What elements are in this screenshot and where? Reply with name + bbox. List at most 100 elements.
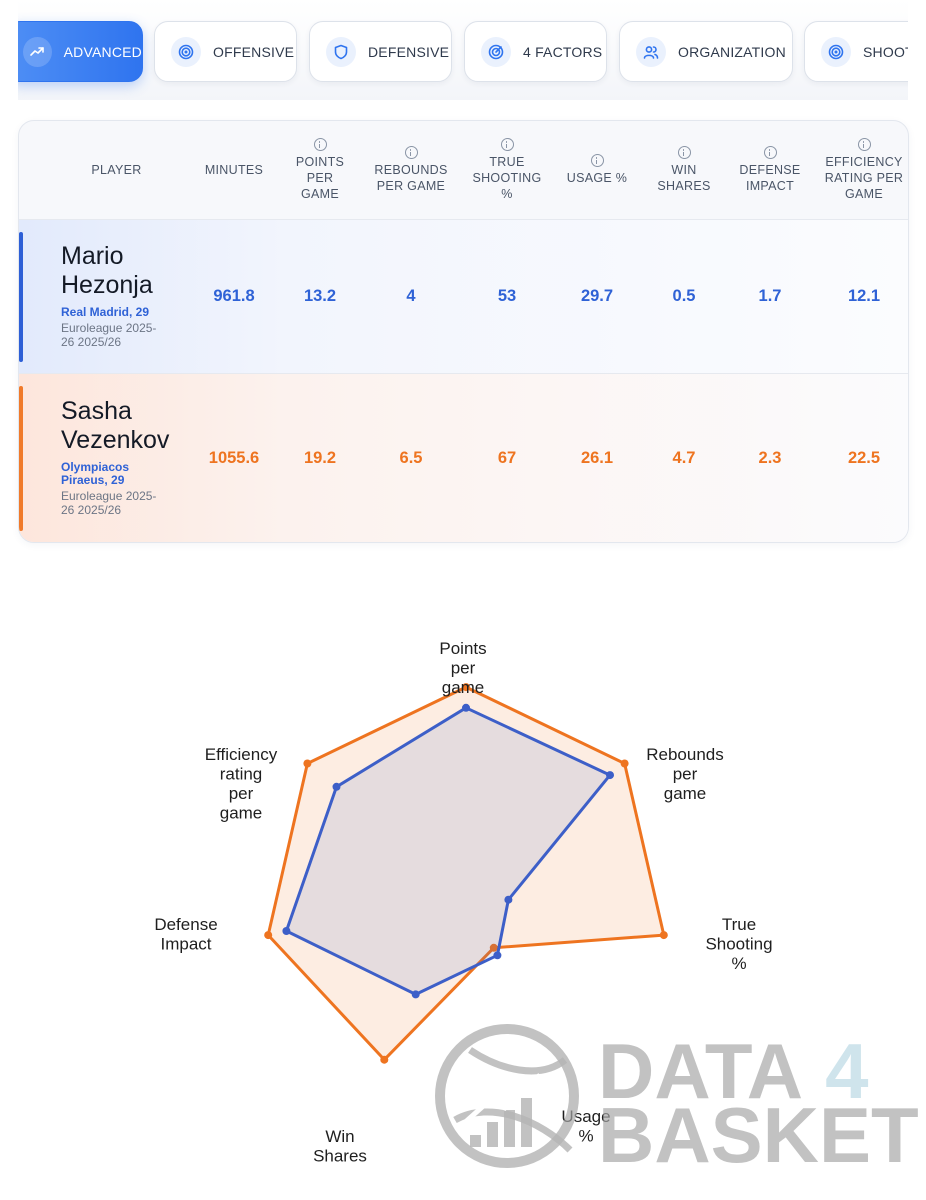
radar-axis-label-line: True <box>722 915 756 934</box>
radar-point[interactable] <box>332 782 341 791</box>
column-header-label: PLAYER <box>91 163 142 177</box>
info-icon[interactable] <box>404 146 418 159</box>
info-icon[interactable] <box>500 138 514 151</box>
column-header-label: GAME <box>844 187 883 201</box>
player-competition: 26 2025/26 <box>61 335 122 349</box>
radar-point[interactable] <box>380 1055 389 1064</box>
radar-point[interactable] <box>462 683 470 692</box>
player-team: Olympiacos <box>61 460 130 474</box>
radar-point[interactable] <box>504 895 513 904</box>
radar-axis-label-line: game <box>664 784 707 803</box>
stat-di: 1.7 <box>758 287 782 305</box>
player-comparison-table: PLAYER MINUTES POINTS PER GAME REBOUNDS PER GA… <box>18 120 909 543</box>
radar-axis-label-line: per <box>673 765 698 784</box>
radar-axis-label-line: Rebounds <box>646 745 724 764</box>
player-competition: 26 2025/26 <box>61 503 122 517</box>
stat-minutes: 1055.6 <box>208 449 260 467</box>
tab-organization[interactable]: ORGANIZATION <box>619 21 793 82</box>
stat-ts: 53 <box>497 287 517 305</box>
radar-point[interactable] <box>659 931 668 940</box>
column-header-ws[interactable]: WIN SHARES <box>636 121 732 219</box>
users-icon <box>636 36 666 67</box>
player-color-bar <box>19 232 23 362</box>
stat-di: 2.3 <box>758 449 782 467</box>
radar-axis-label-line: % <box>578 1127 593 1146</box>
tab-defensive[interactable]: DEFENSIVE <box>309 21 452 82</box>
column-header-ts[interactable]: TRUE SHOOTING% <box>459 121 555 219</box>
radar-axis-label: Win Shares <box>313 1127 367 1166</box>
tab-label: ORGANIZATION <box>678 43 786 60</box>
radar-point[interactable] <box>493 951 502 960</box>
player-team: Piraeus, 29 <box>61 473 125 487</box>
radar-axis-label-line: game <box>220 804 263 823</box>
trending-up-icon <box>23 36 52 67</box>
player-last-name[interactable]: Vezenkov <box>61 426 170 454</box>
radar-axis-label: Efficiency rating per game <box>205 745 278 823</box>
column-header-label: DEFENSE <box>739 163 801 177</box>
tab-4-factors[interactable]: 4 FACTORS <box>464 21 607 82</box>
tab-label: DEFENSIVE <box>368 43 450 60</box>
radar-point[interactable] <box>411 990 420 999</box>
tab-offensive[interactable]: OFFENSIVE <box>154 21 297 82</box>
player-first-name[interactable]: Sasha <box>61 397 132 425</box>
column-header-label: SHARES <box>657 179 711 193</box>
stat-rpg: 4 <box>406 287 416 305</box>
radar-point[interactable] <box>462 703 470 712</box>
table-header: PLAYER MINUTES POINTS PER GAME REBOUNDS PER GA… <box>19 121 908 219</box>
column-header-minutes[interactable]: MINUTES <box>186 121 282 219</box>
tab-label: ADVANCED <box>63 43 142 60</box>
radar-axis-label-line: Win <box>325 1127 354 1146</box>
info-icon[interactable] <box>857 138 871 151</box>
table-row: Mario Hezonja Real Madrid, 29 Euroleague 20… <box>19 219 908 374</box>
radar-axis-label-line: Shares <box>313 1147 367 1166</box>
column-header-label: WIN <box>671 163 697 177</box>
basketball-logo-icon <box>435 1024 579 1168</box>
target-icon <box>171 36 201 67</box>
radar-axis-label-line: Defense <box>154 915 217 934</box>
stat-ppg: 19.2 <box>303 449 337 467</box>
tab-advanced[interactable]: ADVANCED <box>18 21 143 82</box>
stat-ws: 0.5 <box>672 287 696 305</box>
tab-label: 4 FACTORS <box>523 43 603 60</box>
radar-axis-label: True Shooting% <box>705 915 772 973</box>
column-header-label: MINUTES <box>204 163 264 177</box>
info-icon[interactable] <box>677 146 691 159</box>
column-header-rpg[interactable]: REBOUNDS PER GAME <box>363 121 459 219</box>
radar-series <box>282 703 614 999</box>
tab-shooti[interactable]: SHOOTI <box>804 21 908 82</box>
column-header-ppg[interactable]: POINTS PER GAME <box>272 121 368 219</box>
info-icon[interactable] <box>763 146 777 159</box>
info-icon[interactable] <box>313 138 327 151</box>
player-first-name[interactable]: Mario <box>61 242 124 270</box>
radar-point[interactable] <box>606 771 614 780</box>
player-competition: Euroleague 2025- <box>61 321 157 335</box>
radar-area-vezenkov <box>266 685 666 1062</box>
column-header-usage[interactable]: USAGE % <box>549 121 645 219</box>
radar-axis-label-line: Efficiency <box>205 745 278 764</box>
info-icon[interactable] <box>590 154 604 167</box>
tab-label: SHOOTI <box>863 43 908 60</box>
radar-point[interactable] <box>282 927 291 935</box>
column-header-label: GAME <box>300 187 339 201</box>
column-header-label: POINTS <box>295 155 345 169</box>
column-header-label: EFFICIENCY <box>825 155 903 169</box>
column-header-player[interactable]: PLAYER <box>59 121 174 219</box>
radar-point[interactable] <box>303 759 312 768</box>
radar-axis-label: Defense Impact <box>154 915 217 954</box>
column-header-label: SHOOTING <box>472 171 542 185</box>
radar-axis-label: Points per game <box>439 639 486 697</box>
player-last-name[interactable]: Hezonja <box>61 271 153 299</box>
radar-point[interactable] <box>264 931 273 940</box>
stat-ws: 4.7 <box>672 449 696 467</box>
stat-ts: 67 <box>497 449 517 467</box>
stat-rpg: 6.5 <box>399 449 423 467</box>
column-header-di[interactable]: DEFENSE IMPACT <box>722 121 818 219</box>
stats-tab-bar: ADVANCED OFFENSIVE DEFENSIVE 4 FACTORS ORGAN… <box>18 0 908 100</box>
radar-area-hezonja <box>284 706 612 996</box>
radar-point[interactable] <box>620 759 629 768</box>
radar-axis-label-line: Shooting <box>705 935 772 954</box>
radar-point[interactable] <box>489 943 498 952</box>
column-header-eff[interactable]: EFFICIENCY RATING PER GAME <box>816 121 908 219</box>
target-icon <box>821 36 851 67</box>
